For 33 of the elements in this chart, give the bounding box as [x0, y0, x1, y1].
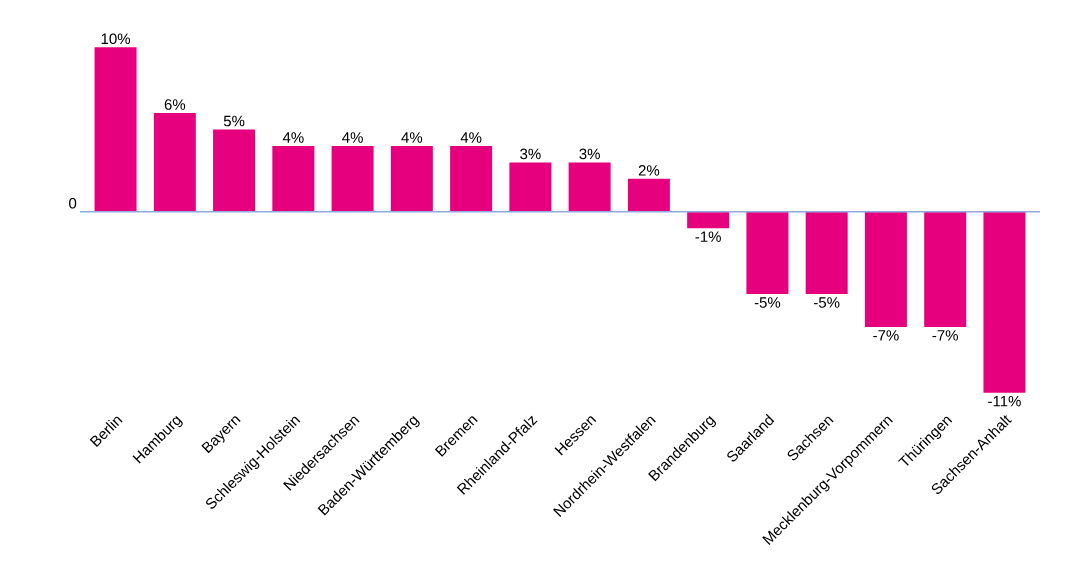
bar — [983, 211, 1026, 393]
data-label: 3% — [579, 148, 600, 160]
data-label: 4% — [282, 132, 304, 143]
bar — [153, 113, 196, 212]
data-label: -7% — [932, 330, 958, 341]
bar — [450, 145, 493, 212]
bar — [568, 162, 611, 212]
ref-line-label: 0 — [69, 197, 77, 209]
bar — [509, 162, 552, 212]
data-label: -5% — [813, 297, 840, 308]
data-label: 4% — [342, 132, 363, 143]
bar — [864, 211, 907, 327]
data-label: 10% — [101, 33, 131, 45]
data-label: -5% — [754, 297, 781, 308]
data-label: 5% — [223, 115, 245, 127]
bar — [687, 211, 730, 229]
bar — [390, 145, 433, 212]
bar — [805, 211, 848, 295]
data-label: -7% — [873, 330, 899, 341]
bar — [213, 129, 256, 212]
data-label: -1% — [695, 231, 721, 242]
bar — [924, 211, 967, 327]
bar — [331, 145, 374, 212]
data-label: 2% — [638, 165, 660, 176]
bar — [272, 145, 315, 212]
bar — [627, 178, 670, 212]
data-label: 6% — [164, 99, 186, 110]
data-label: 4% — [401, 132, 423, 143]
data-label: 3% — [520, 148, 541, 160]
bar — [746, 211, 789, 295]
bar — [94, 47, 137, 212]
data-label: 4% — [460, 132, 482, 143]
data-label: -11% — [988, 395, 1021, 407]
